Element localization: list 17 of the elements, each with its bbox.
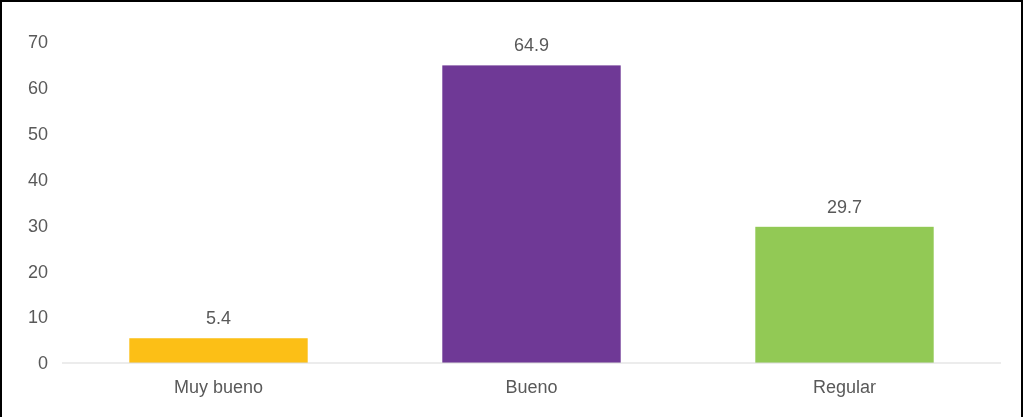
y-tick-label: 30 bbox=[27, 215, 48, 236]
x-tick-label: Bueno bbox=[505, 377, 558, 397]
y-tick-label: 60 bbox=[27, 78, 48, 99]
data-label: 29.7 bbox=[826, 196, 863, 217]
bar bbox=[442, 65, 621, 363]
y-tick-label: 0 bbox=[37, 353, 48, 374]
y-tick-label: 70 bbox=[27, 32, 48, 53]
y-tick-label: 10 bbox=[27, 307, 48, 328]
y-tick-label: 40 bbox=[27, 169, 48, 190]
x-tick-label: Regular bbox=[812, 377, 877, 397]
y-tick-label: 20 bbox=[27, 261, 48, 282]
data-label: 5.4 bbox=[205, 308, 232, 329]
y-tick-label: 50 bbox=[27, 124, 48, 145]
data-label: 64.9 bbox=[513, 35, 550, 56]
x-tick-label: Muy bueno bbox=[173, 377, 264, 397]
bar bbox=[129, 338, 308, 363]
bar bbox=[755, 226, 934, 363]
